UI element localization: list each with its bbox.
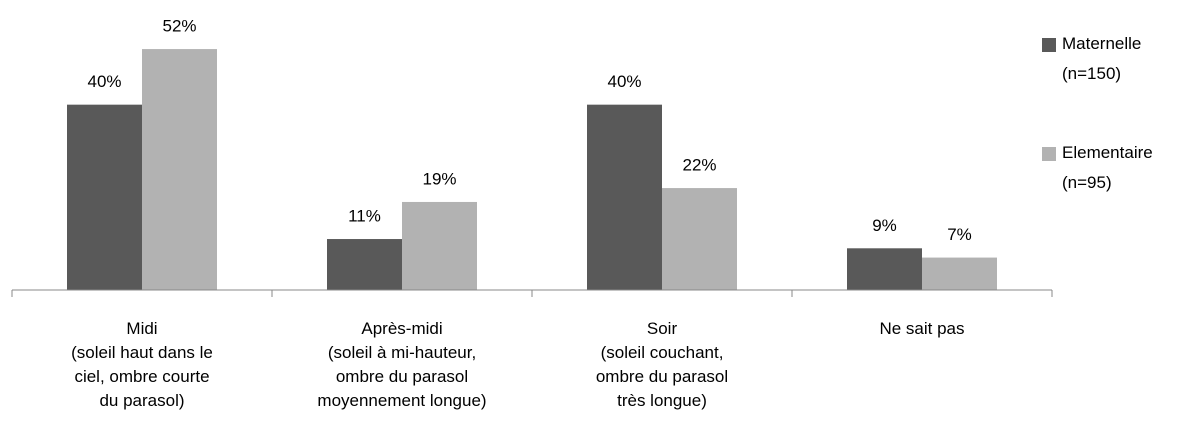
x-tick-label: Après-midi (soleil à mi-hauteur, ombre du … — [317, 319, 486, 410]
data-label: 40% — [87, 72, 121, 91]
data-label: 7% — [947, 225, 972, 244]
bar — [587, 104, 662, 291]
legend-label-line: Maternelle — [1062, 34, 1141, 53]
x-tick-label-line: Midi — [126, 319, 157, 338]
data-label: 9% — [872, 216, 897, 235]
legend-label: Elementaire (n=95) — [1062, 143, 1153, 192]
x-tick-label-line: (soleil à mi-hauteur, — [328, 343, 476, 362]
data-label: 11% — [348, 207, 381, 226]
bar — [327, 239, 402, 290]
x-tick-label-line: (soleil haut dans le — [71, 343, 213, 362]
x-tick-label-line: Soir — [647, 319, 678, 338]
x-tick-label-line: du parasol) — [99, 391, 184, 410]
bar — [142, 49, 217, 290]
legend-label-line: Elementaire — [1062, 143, 1153, 162]
bar — [662, 188, 737, 290]
x-tick-label-line: ciel, ombre courte — [74, 367, 209, 386]
data-label: 22% — [682, 156, 716, 175]
bar — [67, 104, 142, 291]
legend-swatch — [1042, 147, 1056, 161]
data-label: 52% — [162, 17, 196, 36]
x-tick-label-line: Ne sait pas — [879, 319, 964, 338]
x-tick-label-line: Après-midi — [361, 319, 442, 338]
x-tick-label-line: ombre du parasol — [596, 367, 728, 386]
bar — [922, 257, 997, 290]
x-tick-label: Soir (soleil couchant, ombre du parasol trè… — [596, 319, 728, 410]
x-tick-label: Ne sait pas — [879, 319, 964, 338]
legend-swatch — [1042, 38, 1056, 52]
x-tick-label: Midi (soleil haut dans le ciel, ombre cour… — [71, 319, 213, 410]
data-label: 19% — [422, 169, 456, 188]
x-tick-label-line: moyennement longue) — [317, 391, 486, 410]
x-tick-label-line: (soleil couchant, — [601, 343, 724, 362]
legend-label: Maternelle (n=150) — [1062, 34, 1141, 83]
x-tick-label-line: très longue) — [617, 391, 707, 410]
data-label: 40% — [607, 72, 641, 91]
legend-label-line: (n=150) — [1062, 64, 1121, 83]
x-tick-label-line: ombre du parasol — [336, 367, 468, 386]
legend-label-line: (n=95) — [1062, 173, 1112, 192]
bar — [847, 248, 922, 290]
bar — [402, 201, 477, 290]
